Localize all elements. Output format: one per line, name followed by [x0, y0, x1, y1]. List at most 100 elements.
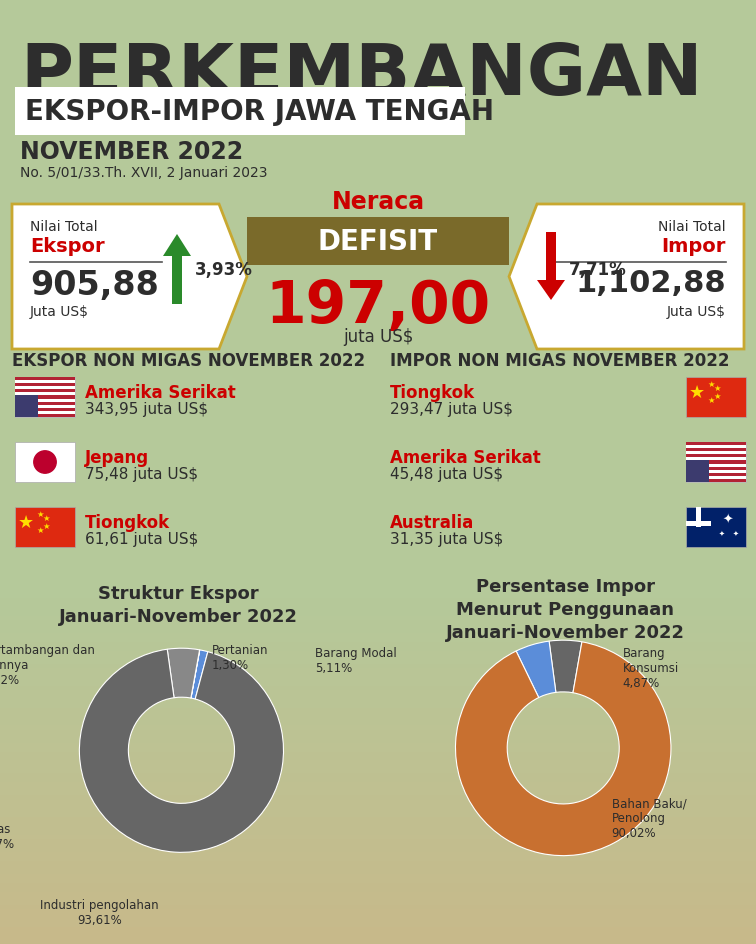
- Bar: [0, 682, 756, 687]
- Bar: [0, 791, 756, 797]
- Bar: [0, 695, 756, 700]
- Bar: [0, 804, 756, 810]
- Text: Juta US$: Juta US$: [667, 305, 726, 319]
- Bar: [0, 866, 756, 870]
- Bar: [0, 660, 756, 666]
- Text: No. 5/01/33.Th. XVII, 2 Januari 2023: No. 5/01/33.Th. XVII, 2 Januari 2023: [20, 166, 268, 179]
- Bar: [0, 620, 756, 626]
- Bar: [0, 721, 756, 727]
- Bar: [0, 625, 756, 631]
- Text: 197,00: 197,00: [265, 278, 491, 334]
- Bar: [0, 786, 756, 792]
- Polygon shape: [163, 235, 191, 257]
- Bar: [0, 848, 756, 853]
- Bar: [0, 643, 756, 648]
- Bar: [686, 446, 746, 448]
- Text: ★: ★: [17, 514, 34, 531]
- Bar: [0, 633, 756, 639]
- Polygon shape: [12, 205, 247, 349]
- Bar: [15, 387, 75, 390]
- Bar: [0, 922, 756, 928]
- Bar: [0, 769, 756, 775]
- Bar: [0, 668, 756, 674]
- Bar: [15, 88, 465, 136]
- Bar: [15, 393, 75, 396]
- Bar: [0, 852, 756, 857]
- Bar: [0, 821, 756, 827]
- Bar: [0, 630, 756, 634]
- Bar: [0, 598, 756, 604]
- Bar: [15, 412, 75, 414]
- Text: ★: ★: [42, 514, 50, 523]
- Bar: [15, 396, 75, 399]
- Text: Struktur Ekspor
Januari-November 2022: Struktur Ekspor Januari-November 2022: [58, 584, 298, 625]
- Bar: [686, 448, 746, 452]
- Bar: [0, 748, 756, 752]
- Bar: [0, 808, 756, 814]
- Bar: [0, 751, 756, 757]
- Text: EKSPOR-IMPOR JAWA TENGAH: EKSPOR-IMPOR JAWA TENGAH: [25, 98, 494, 126]
- Text: 293,47 juta US$: 293,47 juta US$: [390, 401, 513, 416]
- Text: Barang
Konsumsi
4,87%: Barang Konsumsi 4,87%: [622, 646, 679, 689]
- Bar: [0, 800, 756, 805]
- Text: 75,48 juta US$: 75,48 juta US$: [85, 466, 198, 481]
- Bar: [686, 477, 746, 480]
- Bar: [0, 612, 756, 617]
- Bar: [0, 765, 756, 770]
- Text: ✦: ✦: [723, 513, 733, 526]
- Bar: [0, 856, 756, 862]
- Text: NOVEMBER 2022: NOVEMBER 2022: [20, 140, 243, 164]
- Wedge shape: [167, 649, 200, 699]
- Bar: [0, 874, 756, 880]
- Bar: [686, 461, 746, 464]
- Text: Australia: Australia: [390, 514, 474, 531]
- Bar: [0, 914, 756, 919]
- Bar: [0, 700, 756, 704]
- Bar: [0, 834, 756, 840]
- Text: Pertambangan dan
Lainnya
0,02%: Pertambangan dan Lainnya 0,02%: [0, 644, 95, 686]
- Text: Bahan Baku/
Penolong
90,02%: Bahan Baku/ Penolong 90,02%: [612, 797, 686, 839]
- Text: Migas
5,07%: Migas 5,07%: [0, 822, 14, 850]
- Bar: [0, 756, 756, 762]
- Text: ★: ★: [714, 391, 721, 400]
- Bar: [15, 405, 75, 409]
- Bar: [0, 939, 756, 944]
- Circle shape: [34, 451, 56, 474]
- Bar: [0, 703, 756, 709]
- Bar: [0, 603, 756, 609]
- Text: ★: ★: [708, 379, 715, 388]
- Text: ★: ★: [708, 396, 715, 405]
- Bar: [686, 521, 711, 527]
- Bar: [15, 378, 75, 380]
- Bar: [0, 651, 756, 657]
- Wedge shape: [516, 641, 556, 698]
- Bar: [0, 926, 756, 932]
- Text: IMPOR NON MIGAS NOVEMBER 2022: IMPOR NON MIGAS NOVEMBER 2022: [390, 351, 730, 370]
- Bar: [0, 690, 756, 696]
- Text: Amerika Serikat: Amerika Serikat: [85, 383, 236, 401]
- Text: ★: ★: [36, 509, 44, 518]
- Bar: [0, 931, 756, 936]
- Text: Juta US$: Juta US$: [30, 305, 89, 319]
- Bar: [0, 673, 756, 679]
- Text: 31,35 juta US$: 31,35 juta US$: [390, 531, 503, 547]
- Text: Amerika Serikat: Amerika Serikat: [390, 448, 541, 466]
- Wedge shape: [191, 650, 208, 700]
- Text: 343,95 juta US$: 343,95 juta US$: [85, 401, 208, 416]
- Bar: [15, 390, 75, 393]
- Bar: [15, 380, 75, 384]
- Bar: [15, 443, 75, 482]
- Bar: [15, 409, 75, 412]
- Text: Nilai Total: Nilai Total: [30, 220, 98, 234]
- Text: 61,61 juta US$: 61,61 juta US$: [85, 531, 198, 547]
- Wedge shape: [191, 650, 200, 699]
- Bar: [0, 818, 756, 822]
- Bar: [0, 716, 756, 722]
- Text: Impor: Impor: [662, 237, 726, 256]
- Bar: [0, 844, 756, 849]
- Bar: [686, 443, 746, 482]
- Wedge shape: [456, 642, 671, 855]
- Bar: [15, 399, 75, 402]
- Bar: [0, 616, 756, 621]
- Text: ✦: ✦: [733, 531, 738, 536]
